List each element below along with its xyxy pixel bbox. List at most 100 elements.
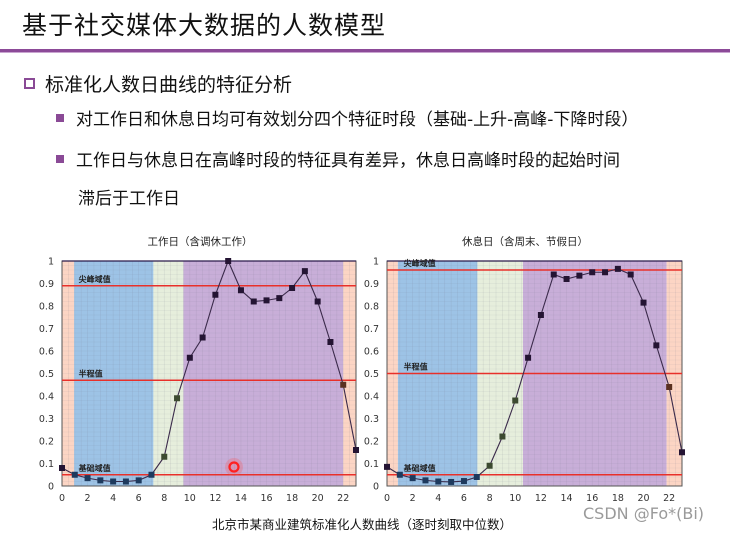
data-point (71, 471, 78, 478)
data-point (473, 474, 480, 480)
x-tick-label: 16 (260, 493, 272, 504)
data-point (212, 291, 219, 298)
x-tick-label: 8 (487, 493, 493, 504)
data-point (653, 342, 660, 349)
y-tick-label: 0.7 (39, 324, 54, 335)
y-tick-label: 0.7 (364, 324, 379, 335)
data-point (550, 271, 557, 278)
x-tick-label: 2 (410, 493, 416, 504)
page-title: 基于社交媒体大数据的人数模型 (22, 11, 387, 40)
band-peak (183, 261, 344, 486)
band-night (62, 261, 75, 486)
band-base (397, 261, 478, 486)
filled-square-bullet-icon (56, 155, 64, 163)
filled-square-bullet-icon (56, 114, 64, 122)
y-tick-label: 0.8 (364, 302, 379, 313)
x-tick-label: 20 (312, 493, 324, 504)
band-night (387, 261, 398, 486)
band-night (666, 261, 682, 486)
section-heading: 标准化人数日曲线的特征分析 (24, 70, 292, 97)
band-rise (477, 261, 523, 486)
band-night (343, 261, 356, 486)
y-tick-label: 0.8 (39, 302, 54, 313)
x-tick-label: 16 (586, 493, 598, 504)
plot-border (61, 260, 357, 487)
series-line (386, 268, 683, 483)
x-tick-label: 4 (435, 493, 441, 504)
data-point (327, 339, 334, 345)
section-heading-text: 标准化人数日曲线的特征分析 (45, 74, 293, 96)
data-point (525, 354, 532, 361)
x-tick-label: 8 (161, 493, 167, 504)
data-point (409, 475, 416, 482)
data-point (97, 477, 104, 484)
x-tick-label: 0 (59, 493, 65, 504)
x-tick-label: 18 (286, 493, 298, 504)
bullet-item-2: 工作日与休息日在高峰时段的特征具有差异，休息日高峰时段的起始时间 (56, 145, 620, 177)
data-point (396, 471, 403, 478)
data-point (589, 269, 596, 276)
chart-1: 工作日（含调休工作）00.10.20.30.40.50.60.70.80.910… (39, 235, 359, 504)
data-point (199, 334, 206, 341)
data-point (122, 478, 129, 485)
data-point (314, 298, 321, 305)
data-point (289, 285, 296, 291)
data-point (148, 471, 155, 478)
data-point (448, 478, 455, 485)
band-base (74, 261, 154, 486)
data-point (563, 276, 570, 282)
hollow-square-bullet-icon (24, 78, 35, 89)
data-point (340, 381, 347, 388)
data-point (627, 271, 634, 278)
plot-border (386, 260, 683, 487)
data-point (422, 477, 429, 484)
data-point (384, 463, 390, 470)
bullet-text: 对工作日和休息日均可有效划分四个特征时段（基础-上升-高峰-下降时段） (76, 110, 639, 130)
y-tick-label: 0.5 (364, 369, 379, 380)
band-peak (522, 261, 667, 486)
bullet-item-2-continuation: 滞后于工作日 (78, 189, 180, 209)
x-tick-label: 22 (337, 493, 349, 504)
data-point (640, 299, 647, 306)
data-point (135, 477, 142, 484)
series-line (61, 259, 357, 483)
y-tick-label: 0.6 (364, 347, 379, 358)
x-tick-label: 22 (663, 493, 675, 504)
threshold-label: 尖峰域值 (404, 258, 436, 268)
x-tick-label: 12 (209, 493, 221, 504)
threshold-label: 半程值 (404, 362, 428, 372)
chart-title: 休息日（含周末、节假日） (462, 235, 588, 248)
y-tick-label: 0.1 (39, 459, 54, 470)
data-point (84, 475, 91, 482)
x-tick-label: 10 (184, 493, 196, 504)
data-point (499, 433, 506, 440)
title-divider (0, 49, 730, 52)
data-point (486, 462, 493, 469)
data-point (174, 395, 181, 402)
data-point (666, 384, 673, 390)
y-tick-label: 1 (373, 257, 379, 268)
data-point (679, 449, 685, 456)
x-tick-label: 6 (461, 493, 467, 504)
data-point (276, 295, 283, 302)
data-point (161, 453, 168, 460)
data-point (602, 269, 609, 276)
y-tick-label: 1 (48, 257, 54, 268)
y-tick-label: 0.9 (364, 279, 379, 290)
data-point (537, 312, 544, 318)
watermark: CSDN @Fo*(Bi) (583, 504, 705, 523)
y-tick-label: 0.2 (364, 437, 379, 448)
y-tick-label: 0.4 (39, 392, 54, 403)
title-divider-shadow (0, 52, 730, 53)
y-tick-label: 0 (48, 482, 54, 493)
data-point (110, 478, 117, 485)
x-tick-label: 12 (535, 493, 547, 504)
bullet-item-1: 对工作日和休息日均可有效划分四个特征时段（基础-上升-高峰-下降时段） (56, 104, 638, 136)
bullet-text: 工作日与休息日在高峰时段的特征具有差异，休息日高峰时段的起始时间 (76, 151, 620, 171)
data-point (250, 298, 257, 305)
data-point (225, 258, 232, 264)
threshold-label: 基础域值 (403, 463, 436, 473)
x-tick-label: 10 (509, 493, 521, 504)
x-tick-label: 6 (136, 493, 142, 504)
y-tick-label: 0 (373, 482, 379, 493)
